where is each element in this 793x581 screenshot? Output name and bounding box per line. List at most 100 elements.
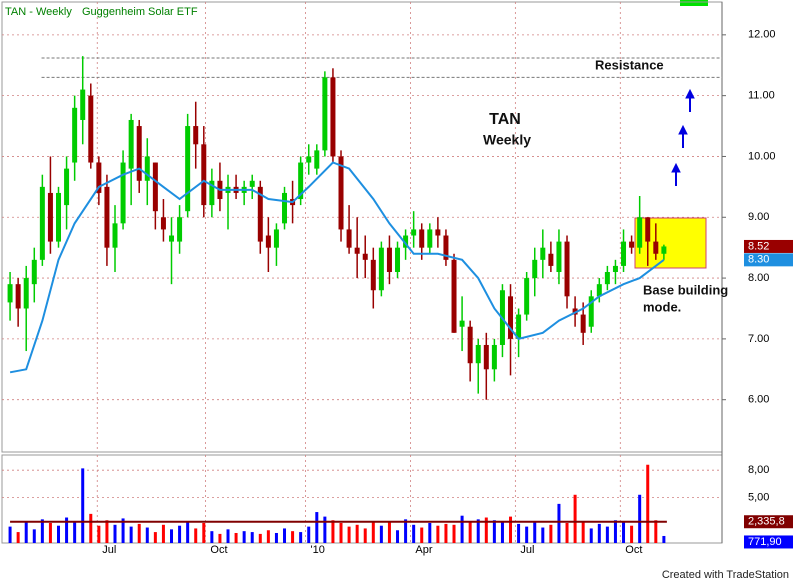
candle-body: [193, 126, 199, 145]
volume-bar: [161, 524, 165, 543]
volume-bar: [153, 532, 157, 543]
volume-bar: [363, 528, 367, 543]
y-tick-label: 9.00: [748, 211, 769, 223]
candle-body: [411, 229, 417, 236]
candle-body: [395, 247, 401, 272]
volume-bar: [420, 527, 424, 543]
candle-body: [314, 150, 320, 169]
volume-bar: [404, 519, 408, 543]
volume-bar: [331, 520, 335, 543]
candle-body: [23, 278, 29, 309]
volume-bar: [646, 464, 650, 543]
candle-body: [144, 156, 150, 181]
volume-bar: [226, 529, 230, 543]
ma-last-box: [744, 253, 793, 267]
candle-body: [540, 247, 546, 260]
volume-bar: [500, 522, 504, 543]
volume-bar: [622, 522, 626, 543]
volume-bar: [323, 516, 327, 543]
y-tick-label: 10.00: [748, 150, 776, 162]
candle-body: [556, 241, 562, 272]
candle-body: [249, 180, 255, 187]
candle-body: [177, 217, 183, 242]
volume-bar: [492, 520, 496, 543]
volume-bar: [170, 529, 174, 543]
candle-body: [152, 162, 158, 212]
volume-bar: [371, 521, 375, 543]
candle-body: [72, 107, 78, 163]
volume-bar: [40, 519, 44, 543]
candle-body: [64, 168, 70, 206]
candle-body: [435, 229, 441, 236]
volume-bar: [525, 526, 529, 543]
volume-bar: [557, 503, 561, 543]
candle-body: [56, 192, 62, 242]
volume-bar: [533, 521, 537, 543]
candle-body: [88, 95, 94, 163]
volume-bar: [16, 532, 20, 543]
y-tick-label: 8.00: [748, 272, 769, 284]
annotation: mode.: [643, 299, 681, 314]
candle-body: [80, 89, 86, 120]
volume-bar: [194, 528, 198, 543]
volume-bar: [218, 533, 222, 543]
volume-bar: [202, 522, 206, 543]
candle-body: [169, 235, 175, 242]
candle-body: [661, 246, 667, 254]
candle-body: [564, 241, 570, 297]
volume-bar: [605, 526, 609, 543]
annotation: TAN: [489, 111, 521, 128]
candle-body: [112, 223, 118, 248]
candle-body: [265, 235, 271, 248]
volume-bar: [581, 521, 585, 543]
candle-body: [31, 259, 37, 285]
candle-body: [612, 265, 618, 272]
candle-body: [508, 296, 514, 339]
volume-bar: [428, 522, 432, 543]
y-tick-label: 7.00: [748, 333, 769, 345]
volume-bar: [57, 525, 61, 543]
volume-bar: [242, 531, 246, 543]
volume-bar: [630, 525, 634, 543]
candle-body: [459, 320, 465, 327]
volume-bar: [347, 526, 351, 543]
volume-bar: [89, 513, 93, 543]
volume-bar: [234, 532, 238, 543]
candle-body: [370, 259, 376, 291]
volume-bar: [444, 523, 448, 543]
volume-bar: [662, 535, 666, 543]
candle-body: [354, 247, 360, 254]
volume-bar: [97, 525, 101, 543]
volume-bar: [274, 532, 278, 543]
volume-bar: [379, 525, 383, 543]
candle-body: [491, 344, 497, 370]
arrow-head: [685, 88, 695, 99]
candle-body: [7, 284, 13, 303]
candle-body: [362, 253, 368, 260]
candle-body: [322, 77, 328, 151]
volume-bar: [476, 519, 480, 543]
candle-body: [475, 344, 481, 364]
volume-bar: [266, 530, 270, 543]
candle-body: [467, 326, 473, 364]
volume-avg-label: 2,335,8: [748, 516, 785, 528]
candle-body: [516, 314, 522, 339]
candle-body: [338, 156, 344, 230]
candle-body: [273, 229, 279, 248]
candle-body: [346, 229, 352, 248]
candle-body: [136, 126, 142, 181]
volume-bar: [436, 525, 440, 543]
volume-bar: [121, 518, 125, 543]
candle-body: [596, 284, 602, 297]
volume-bar: [654, 520, 658, 543]
volume-bar: [210, 531, 214, 543]
volume-bar: [597, 523, 601, 543]
candle-body: [604, 272, 610, 285]
y-tick-label: 8,00: [748, 464, 769, 476]
y-tick-label: 5,00: [748, 491, 769, 503]
volume-bar: [291, 531, 295, 543]
candle-body: [645, 217, 651, 242]
candle-body: [629, 241, 635, 248]
